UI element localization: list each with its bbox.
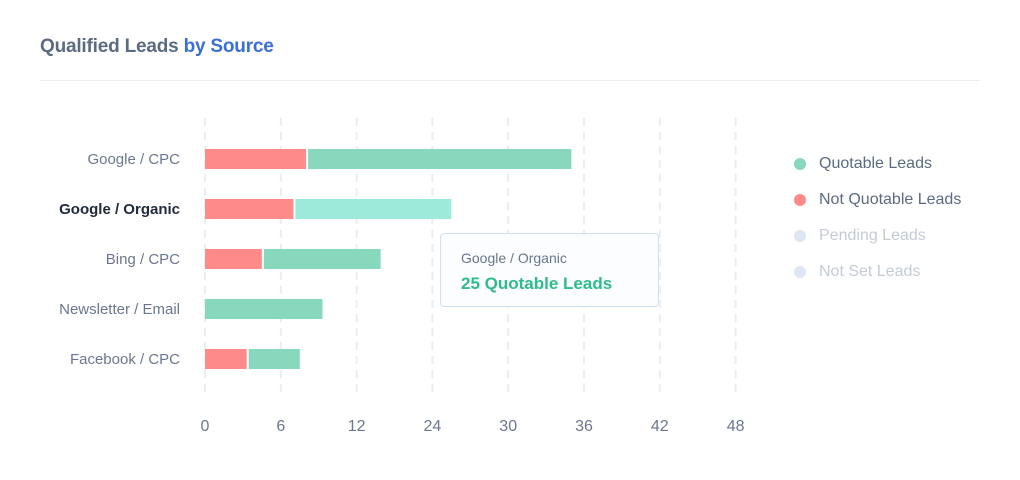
x-tick-label: 48: [727, 418, 745, 435]
header-divider: [40, 80, 980, 81]
x-tick-label: 30: [499, 418, 517, 435]
card-title: Qualified Leads by Source: [40, 36, 274, 58]
category-label: Newsletter / Email: [59, 301, 180, 318]
x-tick-label: 24: [424, 418, 442, 435]
legend-item[interactable]: Not Quotable Leads: [794, 180, 961, 220]
x-tick-label: 36: [575, 418, 593, 435]
legend-label: Not Set Leads: [819, 263, 921, 280]
bar-segment[interactable]: [205, 249, 262, 269]
bar-chart: Google / CPC Google / Organic Bing / CPC Ne…: [59, 118, 745, 435]
legend-item[interactable]: Not Set Leads: [794, 252, 961, 292]
legend-label: Not Quotable Leads: [819, 191, 962, 208]
category-label: Google / CPC: [87, 151, 180, 168]
x-axis-ticks: 0 6 12 24 30 36 42 48: [201, 418, 745, 435]
bar-segment[interactable]: [263, 249, 381, 269]
tooltip-value: 25 Quotable Leads: [461, 274, 613, 293]
bar-segment[interactable]: [295, 199, 452, 219]
category-label: Facebook / CPC: [70, 351, 180, 368]
bar-segment[interactable]: [205, 349, 247, 369]
tooltip-category: Google / Organic: [461, 250, 567, 266]
legend-dot: [794, 266, 806, 278]
tooltip: Google / Organic 25 Quotable Leads: [440, 233, 659, 307]
bar-segment[interactable]: [205, 199, 294, 219]
legend-dot: [794, 230, 806, 242]
x-tick-label: 6: [276, 418, 285, 435]
legend-label: Pending Leads: [819, 227, 926, 244]
category-label: Google / Organic: [59, 201, 180, 218]
legend-item[interactable]: Quotable Leads: [794, 144, 961, 184]
legend-label: Quotable Leads: [819, 155, 932, 172]
title-main: Qualified Leads: [40, 36, 179, 57]
bar-segment[interactable]: [205, 149, 307, 169]
x-tick-label: 12: [348, 418, 366, 435]
category-labels: Google / CPC Google / Organic Bing / CPC Ne…: [59, 151, 180, 368]
legend: Quotable Leads Not Quotable Leads Pendin…: [794, 148, 961, 292]
legend-dot: [794, 158, 806, 170]
category-label: Bing / CPC: [106, 251, 180, 268]
bar-segment[interactable]: [248, 349, 300, 369]
title-accent: by Source: [183, 36, 274, 57]
x-tick-label: 0: [201, 418, 210, 435]
bar-segment[interactable]: [205, 299, 323, 319]
x-tick-label: 42: [651, 418, 669, 435]
bars: [205, 149, 572, 369]
legend-item[interactable]: Pending Leads: [794, 216, 961, 256]
bar-segment[interactable]: [308, 149, 572, 169]
legend-dot: [794, 194, 806, 206]
